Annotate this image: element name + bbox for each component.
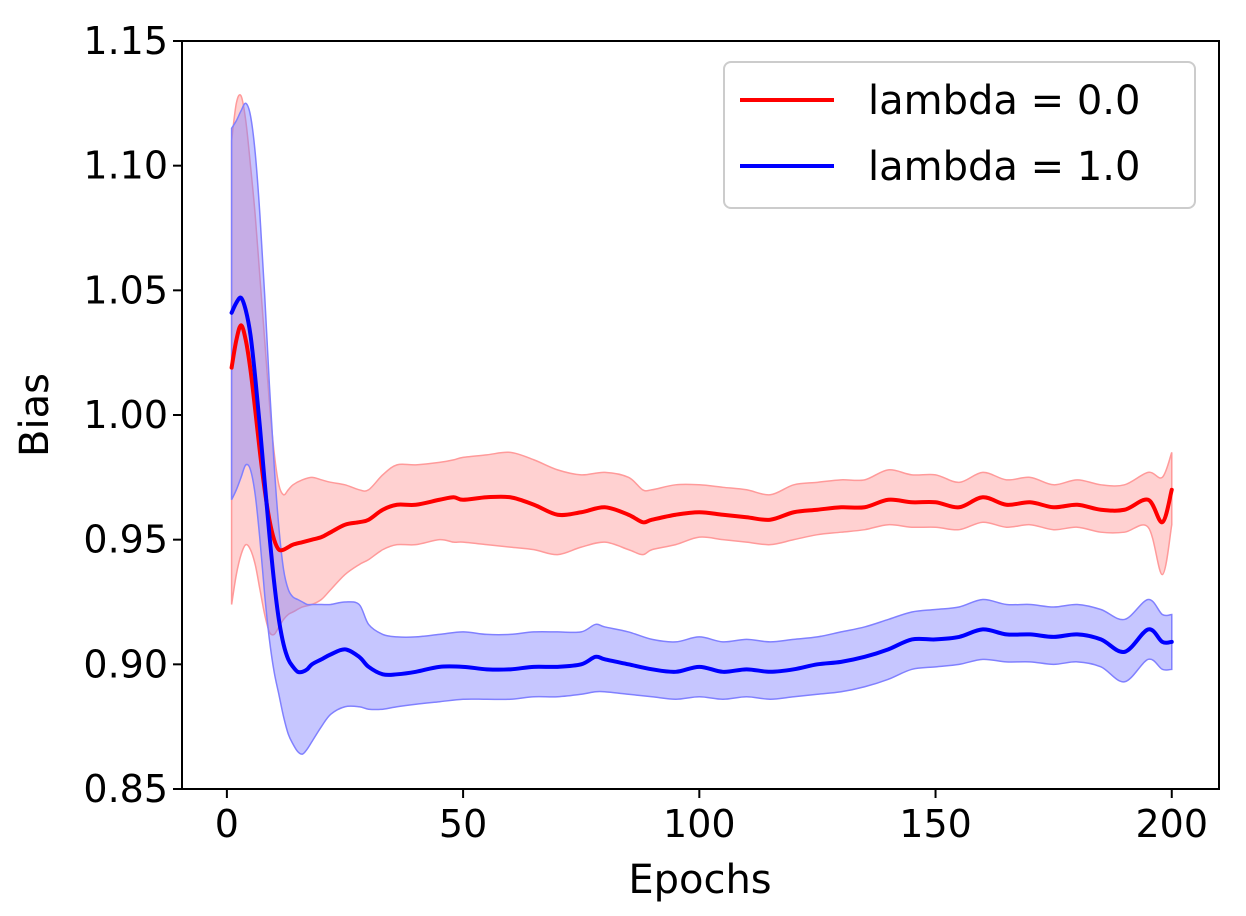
y-tick-label: 0.90 — [83, 642, 168, 686]
x-tick-label: 150 — [899, 802, 972, 846]
legend-label-lambda-1: lambda = 1.0 — [868, 144, 1140, 190]
line-series-0 — [229, 323, 1174, 553]
x-axis-ticks: 0 50 100 150 200 — [215, 789, 1208, 846]
y-tick-label: 1.15 — [83, 19, 168, 63]
y-tick-label: 1.00 — [83, 393, 168, 437]
legend-label-lambda-0: lambda = 0.0 — [868, 78, 1140, 124]
y-tick-label: 0.95 — [83, 518, 168, 562]
y-tick-label: 0.85 — [83, 767, 168, 811]
band-series-1 — [230, 102, 1173, 755]
series-lines — [229, 295, 1174, 677]
y-axis-label: Bias — [12, 373, 58, 457]
x-tick-label: 0 — [215, 802, 239, 846]
legend: lambda = 0.0 lambda = 1.0 — [723, 61, 1196, 209]
line-series-1 — [229, 295, 1174, 677]
y-tick-label: 1.05 — [83, 268, 168, 312]
x-tick-label: 100 — [663, 802, 736, 846]
x-tick-label: 50 — [439, 802, 487, 846]
y-axis-ticks: 0.85 0.90 0.95 1.00 1.05 1.10 1.15 — [83, 19, 182, 811]
legend-box — [723, 61, 1196, 209]
x-tick-label: 200 — [1135, 802, 1208, 846]
x-axis-label: Epochs — [628, 857, 771, 903]
y-tick-label: 1.10 — [83, 144, 168, 188]
